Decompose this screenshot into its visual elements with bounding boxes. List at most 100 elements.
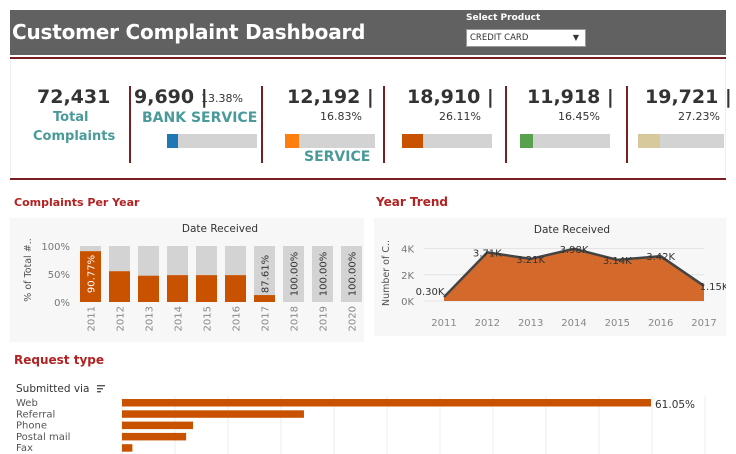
bar-data-label: 90.77%	[87, 255, 98, 293]
x-tick-label: 2011	[87, 306, 98, 331]
kpi-2-bar-fill	[285, 134, 299, 148]
bar-remainder	[80, 246, 101, 252]
y-axis-label: Number of C..	[381, 240, 392, 306]
series-line	[443, 247, 705, 298]
section-rule	[10, 178, 726, 180]
kpi-5-bar-fill	[638, 134, 660, 148]
data-label: 3.98K	[560, 245, 589, 256]
year-trend-title: Year Trend	[376, 195, 448, 209]
kpi-divider	[129, 86, 131, 163]
submitted-via-header: Submitted via	[16, 383, 89, 395]
y-tick-label: 100%	[41, 242, 70, 253]
kpi-total-label-1: Total	[53, 110, 89, 125]
request-type-panel: Submitted via Web 61.05% Referral Phone Posta…	[10, 376, 726, 454]
year-trend-panel: Date Received Number of C.. 4K 2K 0K 0.30K 201…	[374, 218, 729, 336]
kpi-2-label: SERVICE	[304, 149, 371, 165]
x-tick-label: 2015	[605, 318, 630, 329]
section-rule	[10, 57, 726, 59]
x-tick-label: 2012	[116, 306, 127, 331]
y-tick-label: 0%	[54, 298, 70, 309]
bar-remainder	[341, 246, 362, 302]
category-label: Phone	[16, 421, 47, 432]
bar	[196, 275, 217, 302]
bar	[109, 271, 130, 302]
x-tick-label: 2014	[174, 306, 185, 331]
x-tick-label: 2016	[648, 318, 673, 329]
category-label: Fax	[16, 443, 33, 454]
area-fill	[444, 248, 704, 301]
kpi-1-pct: 13.38%	[201, 92, 243, 105]
x-tick-label: 2011	[431, 318, 456, 329]
x-tick-label: 2019	[319, 306, 330, 331]
kpi-1-bar	[167, 134, 257, 148]
chart-title: Date Received	[182, 223, 258, 235]
kpi-divider	[383, 86, 385, 163]
complaints-per-year-title: Complaints Per Year	[14, 196, 140, 209]
complaints-per-year-panel: Date Received % of Total #.. 100% 50% 0% 90.7…	[10, 218, 364, 342]
x-tick-label: 2014	[561, 318, 586, 329]
bar-data-label: 100.00%	[319, 252, 330, 297]
kpi-1-bar-fill	[167, 134, 178, 148]
bar	[138, 275, 159, 302]
x-tick-label: 2017	[691, 318, 716, 329]
kpi-5-value: 19,721 |	[645, 86, 732, 108]
data-label: 3.42K	[646, 252, 675, 263]
kpi-3-bar	[402, 134, 492, 148]
kpi-4-pct: 16.45%	[558, 110, 600, 123]
bar	[122, 410, 304, 418]
request-type-chart: Submitted via Web 61.05% ReferralPhonePosta…	[16, 383, 706, 454]
data-label: 0.30K	[416, 287, 445, 298]
y-tick-label: 50%	[48, 270, 70, 281]
bar-remainder	[167, 246, 188, 276]
product-select-value: CREDIT CARD	[470, 33, 529, 43]
x-tick-label: 2012	[475, 318, 500, 329]
product-select-label: Select Product	[466, 13, 541, 23]
data-label: 3.71K	[473, 248, 502, 259]
kpi-1-label: BANK SERVICE	[142, 110, 258, 126]
x-tick-label: 2020	[348, 306, 359, 331]
data-label: 3.21K	[516, 255, 545, 266]
year-trend-chart: Date Received Number of C.. 4K 2K 0K0.30K 201…	[381, 224, 729, 329]
bar-remainder	[312, 246, 333, 302]
bar-remainder	[283, 246, 304, 302]
x-tick-label: 2018	[290, 306, 301, 331]
bar-data-label: 61.05%	[655, 399, 695, 411]
x-tick-label: 2015	[203, 306, 214, 331]
chevron-down-icon[interactable]: ▼	[572, 33, 579, 42]
product-select[interactable]: CREDIT CARD ▼	[466, 29, 586, 47]
kpi-3-value: 18,910 |	[407, 86, 494, 108]
bar	[122, 399, 651, 407]
kpi-3-bar-fill	[402, 134, 423, 148]
kpi-3-pct: 26.11%	[439, 110, 481, 123]
bar-data-label: 100.00%	[348, 252, 359, 297]
kpi-2-bar	[285, 134, 375, 148]
bar	[167, 275, 188, 302]
bar	[254, 295, 275, 302]
chart-title: Date Received	[534, 224, 610, 236]
category-label: Referral	[16, 409, 55, 420]
kpi-divider	[505, 86, 507, 163]
page-title: Customer Complaint Dashboard	[12, 20, 366, 44]
data-label: 3.14K	[603, 256, 632, 267]
bar	[122, 432, 187, 441]
x-tick-label: 2017	[261, 306, 272, 331]
kpi-total-value: 72,431	[37, 86, 111, 108]
bar-remainder	[225, 246, 246, 276]
complaints-per-year-chart: Date Received % of Total #.. 100% 50% 0% 90.7…	[23, 223, 362, 331]
category-label: Web	[16, 398, 38, 409]
kpi-2-pct: 16.83%	[320, 110, 362, 123]
x-tick-label: 2013	[145, 306, 156, 331]
bar	[122, 421, 194, 430]
sort-icon[interactable]	[97, 385, 105, 393]
bar-remainder	[254, 246, 275, 296]
x-tick-label: 2016	[232, 306, 243, 331]
kpi-5-pct: 27.23%	[678, 110, 720, 123]
bar	[225, 275, 246, 302]
kpi-1-value: 9,690 |	[134, 86, 208, 108]
bar-remainder	[138, 246, 159, 276]
bar	[80, 251, 101, 302]
y-tick-label: 2K	[401, 271, 414, 282]
bar	[122, 444, 133, 452]
kpi-row: 72,431 Total Complaints 9,690 | 13.38% B…	[10, 60, 732, 175]
bar-remainder	[109, 246, 130, 272]
